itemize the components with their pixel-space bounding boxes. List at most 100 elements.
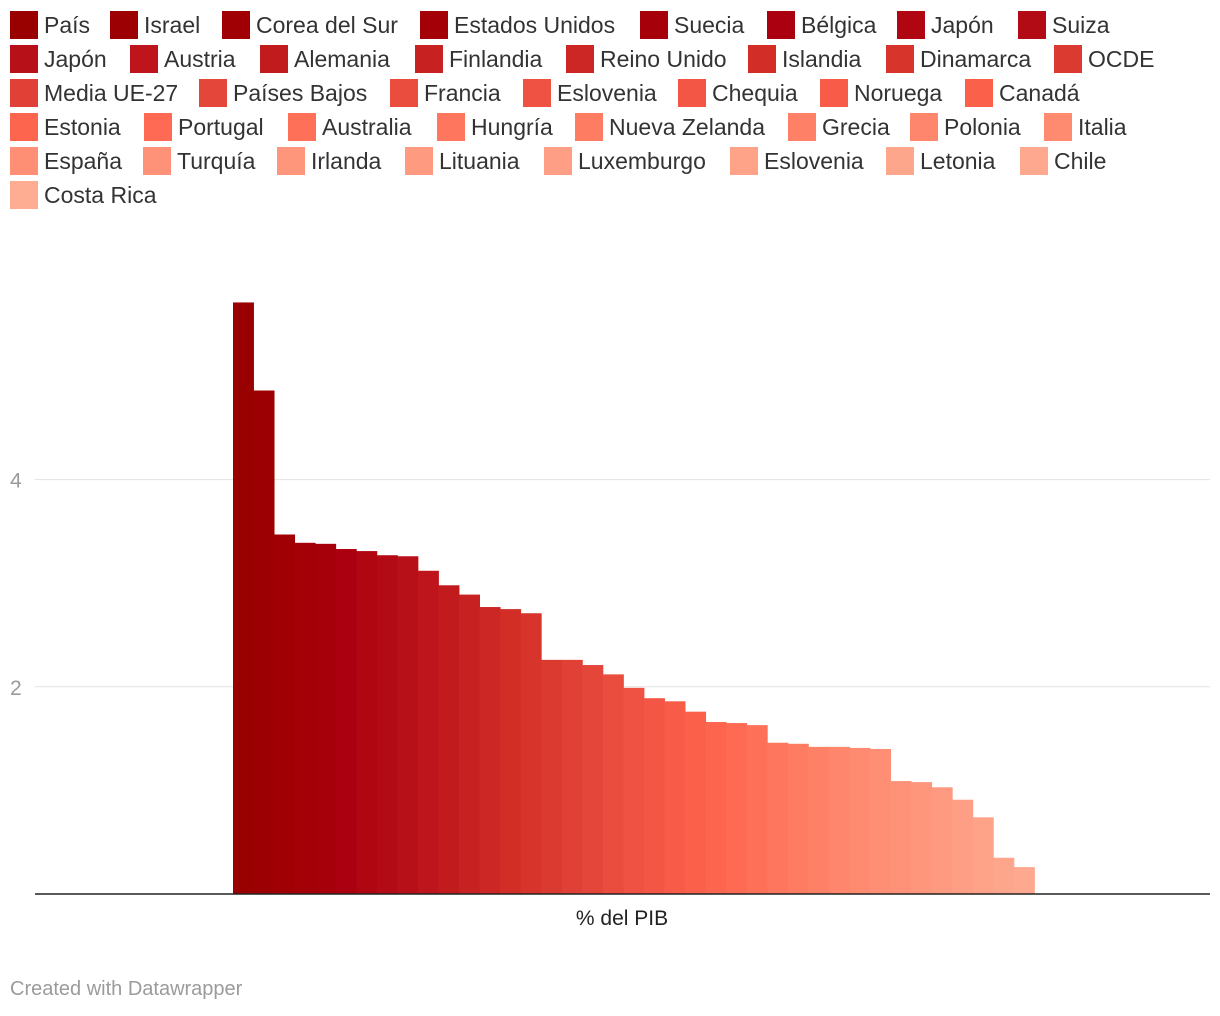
legend-item: Australia	[288, 110, 411, 144]
legend-swatch	[1044, 113, 1072, 141]
legend-item: Estados Unidos	[420, 8, 615, 42]
bar	[376, 555, 398, 894]
legend-item: Estonia	[10, 110, 121, 144]
legend-item: Canadá	[965, 76, 1080, 110]
bar	[233, 302, 254, 894]
legend-item: Luxemburgo	[544, 144, 706, 178]
legend-swatch	[523, 79, 551, 107]
legend-label: Corea del Sur	[256, 11, 398, 38]
y-axis-ticks: 24	[10, 470, 22, 700]
legend-row: España Turquía Irlanda Lituania Luxemburgo Es…	[10, 144, 1215, 178]
legend-label: Israel	[144, 11, 201, 38]
bar	[746, 725, 768, 894]
bar	[335, 549, 357, 894]
bar	[500, 609, 522, 894]
legend-swatch	[1054, 45, 1082, 73]
legend-swatch	[886, 45, 914, 73]
bar	[726, 723, 748, 894]
legend-swatch	[575, 113, 603, 141]
bar	[274, 534, 296, 894]
bar	[315, 543, 337, 894]
legend-item: OCDE	[1054, 42, 1154, 76]
bar	[438, 585, 460, 894]
legend-swatch	[566, 45, 594, 73]
legend-label: Suiza	[1052, 11, 1110, 38]
legend-swatch	[199, 79, 227, 107]
bar	[911, 782, 933, 894]
legend-item: Turquía	[143, 144, 255, 178]
legend-label: Italia	[1078, 113, 1127, 140]
legend-item: Portugal	[144, 110, 264, 144]
legend-item: Grecia	[788, 110, 890, 144]
legend-item: Suecia	[640, 8, 744, 42]
gridlines	[35, 479, 1210, 688]
legend-item: Eslovenia	[730, 144, 864, 178]
bar	[602, 674, 624, 894]
y-tick-label: 2	[10, 677, 22, 700]
legend-row: Japón Austria Alemania Finlandia Reino Unido…	[10, 42, 1215, 76]
legend-swatch	[10, 181, 38, 209]
legend-item: Islandia	[748, 42, 861, 76]
bars	[233, 302, 1035, 894]
legend-label: Estonia	[44, 113, 121, 140]
bar	[541, 659, 563, 894]
legend-item: Francia	[390, 76, 501, 110]
bar	[561, 659, 583, 894]
bar	[1013, 867, 1035, 894]
legend-swatch	[437, 113, 465, 141]
legend-item: Alemania	[260, 42, 390, 76]
legend-label: Irlanda	[311, 147, 382, 174]
legend-label: Turquía	[177, 147, 256, 174]
bar	[952, 799, 974, 894]
legend-swatch	[277, 147, 305, 175]
y-tick-label: 4	[10, 470, 22, 493]
legend-item: Finlandia	[415, 42, 542, 76]
legend-item: Corea del Sur	[222, 8, 398, 42]
legend-swatch	[886, 147, 914, 175]
legend-label: Polonia	[944, 113, 1021, 140]
legend-item: Dinamarca	[886, 42, 1031, 76]
legend-swatch	[640, 11, 668, 39]
bar	[294, 542, 316, 894]
legend-label: Canadá	[999, 79, 1080, 106]
legend-label: Portugal	[178, 113, 264, 140]
legend-swatch	[10, 11, 38, 39]
legend-item: Media UE-27	[10, 76, 178, 110]
legend-item: Suiza	[1018, 8, 1110, 42]
legend-swatch	[965, 79, 993, 107]
legend-swatch	[415, 45, 443, 73]
legend-swatch	[110, 11, 138, 39]
legend-swatch	[544, 147, 572, 175]
legend-item: Chile	[1020, 144, 1106, 178]
legend-swatch	[897, 11, 925, 39]
legend-label: OCDE	[1088, 45, 1155, 72]
legend-swatch	[130, 45, 158, 73]
legend-label: País	[44, 11, 91, 38]
legend-item: Costa Rica	[10, 178, 156, 212]
legend-item: Italia	[1044, 110, 1127, 144]
legend-item: Japón	[897, 8, 994, 42]
legend-label: Austria	[164, 45, 236, 72]
legend-item: Eslovenia	[523, 76, 657, 110]
legend-item: Países Bajos	[199, 76, 367, 110]
legend-item: Lituania	[405, 144, 520, 178]
bar	[685, 711, 707, 894]
credit-text: Created with Datawrapper	[10, 978, 243, 1000]
bar	[849, 747, 871, 894]
bar	[972, 817, 994, 894]
legend-label: Japón	[931, 11, 994, 38]
bar	[787, 743, 809, 894]
legend-item: Irlanda	[277, 144, 381, 178]
legend-label: Japón	[44, 45, 107, 72]
x-axis-label: % del PIB	[576, 907, 668, 930]
legend-item: Letonia	[886, 144, 995, 178]
bar	[623, 687, 645, 894]
legend-label: Eslovenia	[764, 147, 864, 174]
legend-swatch	[1018, 11, 1046, 39]
legend-swatch	[10, 113, 38, 141]
bar	[582, 665, 604, 894]
legend-label: Nueva Zelanda	[609, 113, 765, 140]
legend-item: Noruega	[820, 76, 942, 110]
legend-label: Luxemburgo	[578, 147, 706, 174]
